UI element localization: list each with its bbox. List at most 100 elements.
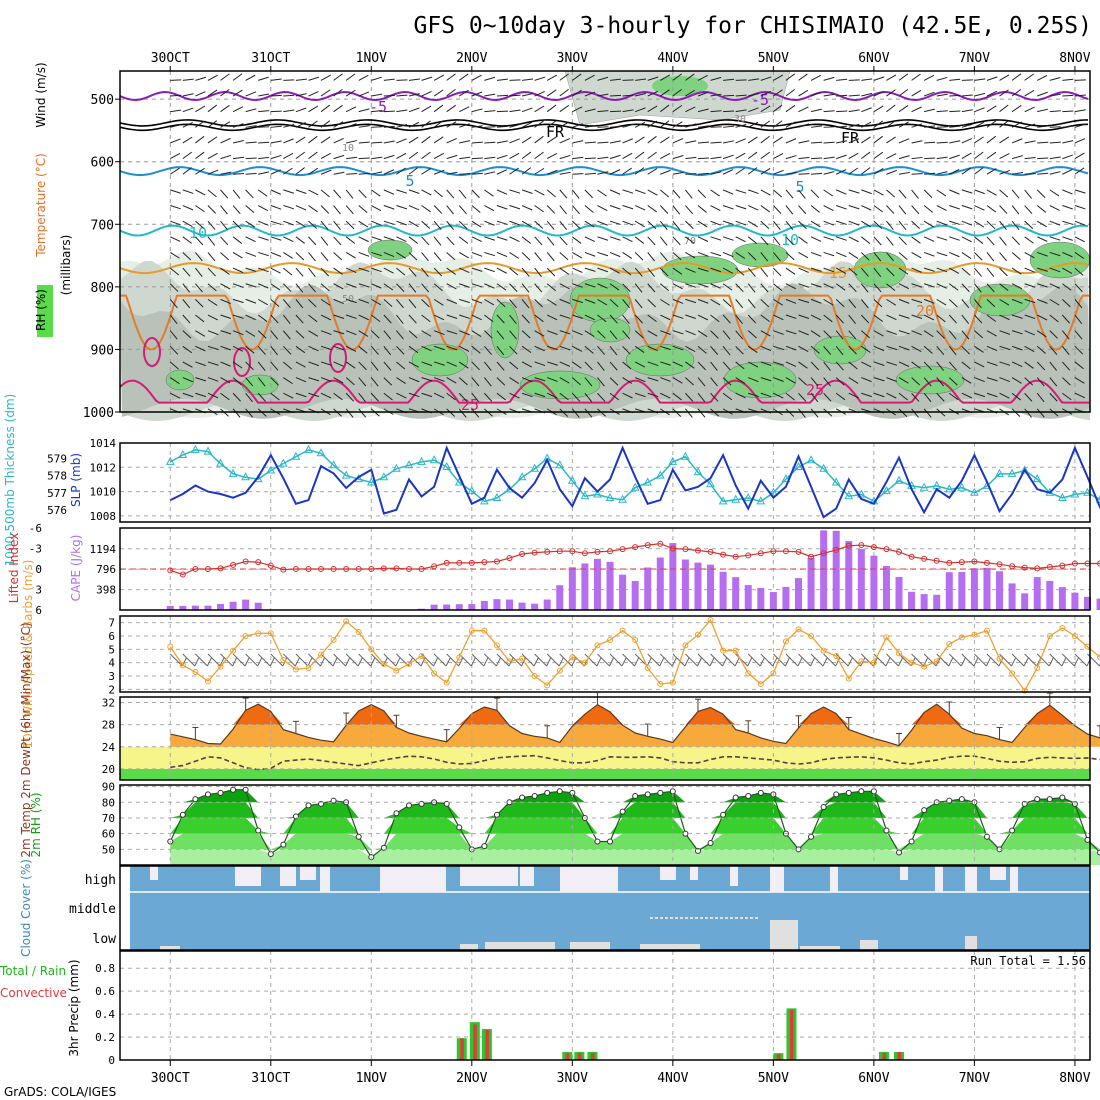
wind-barb [182,314,191,324]
wind-barb [722,154,734,160]
wind-speed-marker [1021,687,1028,694]
wind-barb [1074,653,1088,667]
wind-barb [1074,345,1084,355]
wind-barb [986,220,996,230]
wind-barb [936,267,948,273]
wind-barb [597,93,609,97]
wind-barb [283,267,293,276]
wind-barb [873,252,882,262]
wind-barb [320,152,331,160]
wind-barb [546,89,557,97]
contour-label: 25 [806,381,824,399]
wind-barb-flag [621,657,627,667]
wind-barb [634,377,646,383]
wind-barb [207,345,219,351]
thickness-marker [366,477,376,486]
wind-barb [748,377,759,383]
wind-barb [484,298,495,306]
wind-barb [672,220,681,230]
wind-barb [182,283,191,293]
wind-barb [396,377,406,385]
wind-barb [1049,361,1058,371]
wind-barb [660,136,670,144]
top-tick-label: 5NOV [758,51,789,66]
wind-barb [685,283,696,288]
thickness-marker [731,494,741,503]
wind-barb [710,653,723,667]
wind-barb [308,299,317,308]
wind-barb [835,330,844,340]
wind-barb [572,345,583,352]
cape-bar [1008,583,1016,610]
wind-barb [1049,205,1060,211]
wind-barb [785,121,796,128]
wind-barb [936,361,944,371]
precip-total-legend: Total / Rain [0,964,66,978]
wind-barb [798,205,807,215]
wind-barb [195,76,207,81]
wind-barb [358,220,369,228]
wind-barb [886,267,895,277]
wind-barb [522,78,534,81]
wind-barb [433,169,445,175]
wind-barb [195,205,205,213]
wind-barb [1036,392,1045,403]
wind-barb [597,76,609,81]
wind-speed-marker [405,661,412,667]
rh-marker [1059,794,1066,801]
wind-barb [710,76,722,81]
wind-barb [672,138,684,144]
wind-barb [220,267,230,275]
wind-barb [1036,205,1047,213]
wind-barb [546,283,556,292]
wind-barb [597,110,609,113]
wind-barb [572,267,583,273]
wind-barb [295,205,307,211]
wind-barb [295,283,304,293]
wind-barb [396,152,407,160]
wind-barb [722,345,731,356]
wind-barb [1011,283,1023,290]
wind-barb [345,345,357,352]
wind-speed-marker [493,642,500,649]
lifted-index-marker [707,548,714,555]
wind-speed-marker [808,633,815,639]
wind-barb [295,107,307,113]
wind-barb [371,298,382,306]
wind-barb [233,173,245,175]
wind-barb [421,283,430,293]
wind-barb [170,236,181,242]
rh-contour-label: 10 [342,143,354,154]
wind-barb [873,76,885,81]
wind-barb [572,361,582,369]
wind-barb [961,94,973,97]
high-cloud-gap [830,866,838,892]
wind-barb [408,189,420,194]
rh-marker [745,792,752,799]
wind-barb [873,151,884,160]
wind-barb [1074,314,1083,324]
wind-barb [948,283,959,291]
wind-barb [722,189,734,195]
wind-barb [747,267,756,277]
axis-labels: RH (%)Temperature (°C)Wind (m/s)(milliba… [0,62,83,1056]
wind-barb [974,78,986,81]
wind-barb-flag [294,657,300,667]
thickness-marker [379,472,389,481]
wind-barb [974,314,983,324]
wind-barb [320,392,332,399]
lifted-index-marker [845,542,852,549]
wind-barb [484,189,494,197]
wind-barb [546,252,555,262]
thickness-marker [1070,489,1080,498]
wind-barb [722,220,734,225]
wind-barb [911,252,922,259]
wind-barb [923,330,934,338]
wind-barb [848,361,858,370]
wind-barb [873,120,884,128]
wind-barb [823,220,835,226]
wind-barb [496,94,508,97]
wind-barb [1024,267,1036,273]
wind-barb [685,220,694,230]
rh-marker [456,824,463,831]
